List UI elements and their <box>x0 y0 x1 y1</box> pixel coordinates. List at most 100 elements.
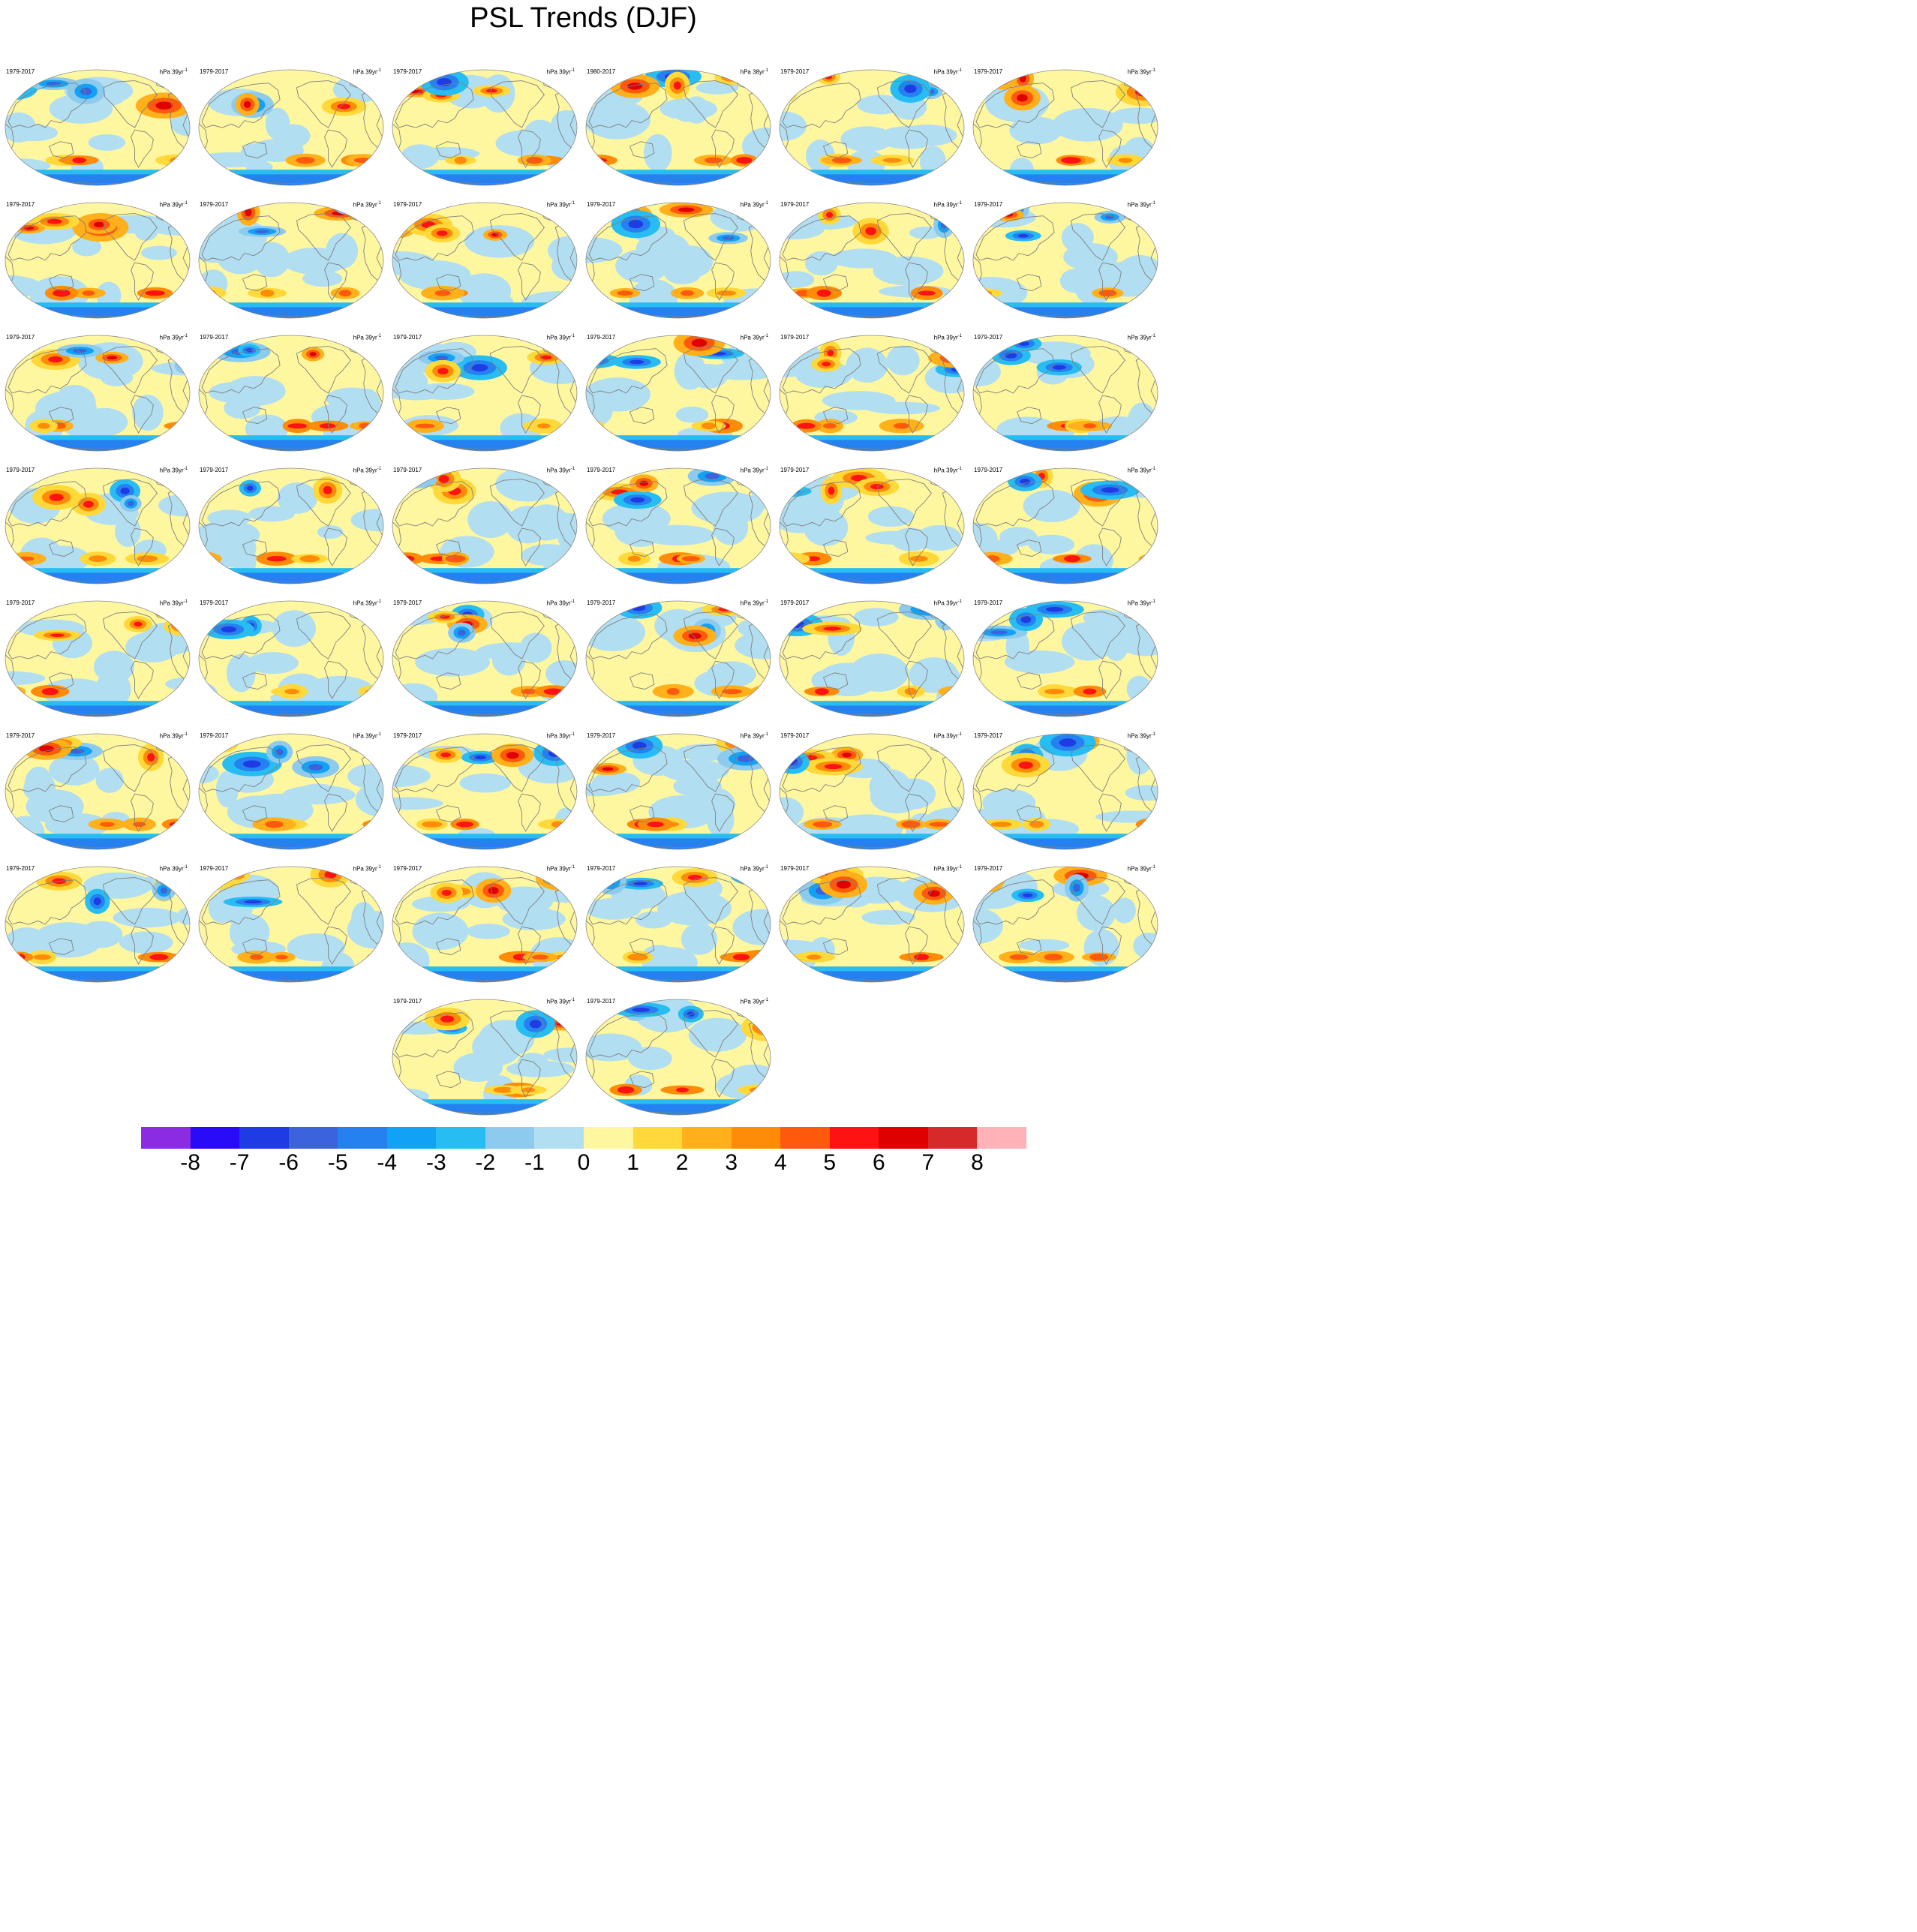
field-band <box>780 307 964 318</box>
field-blob <box>365 689 383 694</box>
continent-outline <box>518 1059 541 1098</box>
field-blob <box>308 764 323 771</box>
field-blob <box>93 897 101 906</box>
map-border <box>392 335 578 452</box>
panel-units: hPa 39yr-1 <box>933 732 962 740</box>
field-blob <box>882 158 902 163</box>
field-blob <box>554 469 577 483</box>
field-blob <box>974 290 987 297</box>
panel-units: hPa 39yr-1 <box>546 865 575 873</box>
panel-units: hPa 39yr-1 <box>740 467 768 474</box>
field-blob <box>204 605 215 614</box>
field-blob <box>1077 895 1116 931</box>
continent-outline <box>588 747 668 792</box>
field-blob <box>1017 234 1029 238</box>
panel-period: 1980-2017 <box>587 68 616 75</box>
continent-outline <box>629 1071 655 1089</box>
continent-outline <box>822 274 849 292</box>
panel-units: hPa 39yr-1 <box>1127 732 1155 740</box>
panel-period: 1979-2017 <box>974 68 1003 75</box>
field-band <box>586 440 771 451</box>
field-blob <box>491 233 499 237</box>
continent-outline <box>8 83 87 128</box>
field-blob <box>1083 688 1097 695</box>
trend-map <box>392 733 578 850</box>
field-blob <box>823 626 842 631</box>
field-blob <box>886 345 920 376</box>
panel-period: 1979-2017 <box>393 467 422 473</box>
field-blob <box>199 78 217 96</box>
continent-outline <box>489 1010 545 1058</box>
continent-outline <box>242 407 268 425</box>
continent-outline <box>48 407 74 425</box>
field-blob <box>434 290 451 296</box>
field-blob <box>133 822 146 827</box>
continent-outline <box>518 262 541 301</box>
continent-outline <box>324 395 347 434</box>
continent-outline <box>296 611 351 660</box>
field-band <box>586 971 771 982</box>
field-blob <box>586 898 642 920</box>
field-blob <box>825 74 833 80</box>
trend-map <box>779 69 965 186</box>
map-border <box>779 866 965 983</box>
continent-outline <box>876 80 932 128</box>
field-blob <box>1009 954 1029 960</box>
field-blob <box>464 225 535 258</box>
field-blob <box>919 605 937 613</box>
panel-period: 1979-2017 <box>6 201 35 208</box>
field-blob <box>789 620 805 628</box>
field-blob <box>643 134 672 173</box>
field-blob <box>488 887 499 894</box>
field-blob <box>170 157 185 164</box>
panel-period: 1979-2017 <box>6 467 35 473</box>
continent-outline <box>435 407 461 425</box>
field-band <box>392 1104 577 1115</box>
field-blob <box>632 1007 650 1012</box>
field-blob <box>161 819 190 831</box>
field-blob <box>842 753 852 758</box>
field-blob <box>1083 423 1097 429</box>
field-blob <box>688 632 702 639</box>
continent-outline <box>1098 395 1122 434</box>
field-blob <box>33 954 52 960</box>
field-blob <box>1116 623 1158 657</box>
field-blob <box>933 205 964 218</box>
continent-outline <box>876 744 932 792</box>
panel-period: 1979-2017 <box>587 865 616 872</box>
field-blob <box>1052 365 1066 370</box>
continent-outline <box>905 262 928 301</box>
colorbar-swatch <box>780 1127 831 1149</box>
map-border <box>972 733 1158 850</box>
continent-outline <box>822 141 849 159</box>
colorbar-tick-label: -5 <box>327 1150 348 1175</box>
colorbar-tick-label: -7 <box>229 1150 250 1175</box>
field-blob <box>440 1015 455 1023</box>
field-blob <box>521 689 537 695</box>
panel-period: 1979-2017 <box>6 732 35 739</box>
continent-outline <box>876 877 932 925</box>
field-blob <box>605 877 616 885</box>
continent-outline <box>435 805 461 823</box>
field-blob <box>823 423 837 429</box>
field-blob <box>437 368 449 375</box>
field-blob <box>472 1028 522 1066</box>
colorbar-swatch <box>879 1127 929 1149</box>
map-border <box>585 202 771 319</box>
colorbar-swatch <box>141 1127 191 1149</box>
map-border <box>779 467 965 584</box>
field-blob <box>1118 158 1133 164</box>
field-blob <box>162 609 189 617</box>
field-blob <box>780 111 807 141</box>
field-blob <box>816 289 831 297</box>
continent-outline <box>780 122 789 158</box>
field-blob <box>48 356 63 363</box>
panel-units: hPa 38yr-1 <box>740 68 768 76</box>
map-border <box>198 600 384 717</box>
field-blob <box>813 821 833 828</box>
field-blob <box>107 356 117 360</box>
continent-outline <box>131 660 154 699</box>
